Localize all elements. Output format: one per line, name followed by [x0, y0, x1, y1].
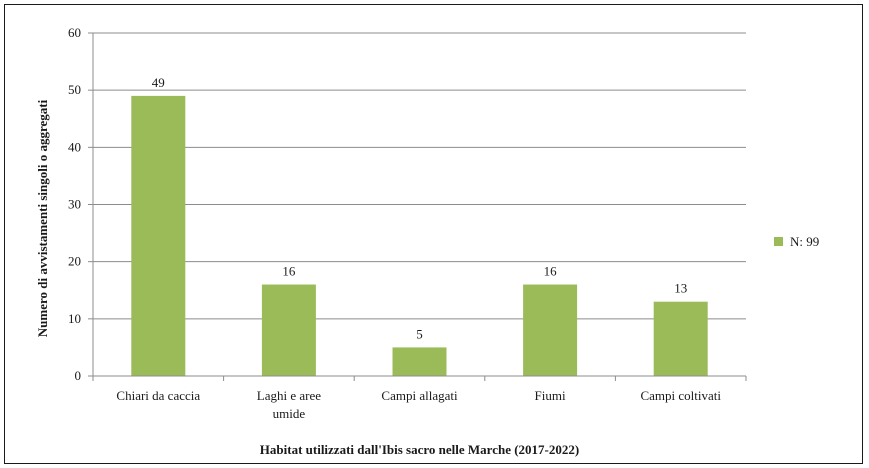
data-label: 13 [674, 281, 687, 296]
x-tick-label: Campi coltivati [640, 388, 721, 403]
bar [131, 96, 185, 376]
chart-frame: 0 10 20 30 40 50 60 49 Chiari da caccia 16 Laghi e… [4, 4, 863, 464]
data-label: 16 [544, 264, 558, 279]
y-tick-label: 20 [68, 254, 81, 269]
data-label: 16 [282, 264, 296, 279]
bar [523, 285, 577, 376]
bar [393, 347, 447, 376]
y-tick-label: 60 [68, 25, 81, 40]
bar [262, 285, 316, 376]
x-tick-label: Fiumi [535, 388, 566, 403]
y-tick-label: 30 [68, 197, 81, 212]
y-tick-label: 10 [68, 311, 81, 326]
x-axis-title: Habitat utilizzati dall'Ibis sacro nelle… [260, 442, 579, 457]
bar-chart: 0 10 20 30 40 50 60 49 Chiari da caccia 16 Laghi e… [5, 5, 862, 463]
x-tick-label: Chiari da caccia [116, 388, 200, 403]
bar [654, 302, 708, 376]
x-tick-label: Campi allagati [381, 388, 458, 403]
legend-swatch [774, 237, 783, 246]
y-tick-label: 40 [68, 139, 81, 154]
legend-label: N: 99 [790, 234, 819, 249]
x-tick-label: Laghi e aree [257, 388, 321, 403]
y-axis-title: Numero di avvistamenti singoli o aggrega… [35, 99, 50, 337]
data-label: 5 [416, 326, 423, 341]
data-label: 49 [152, 75, 165, 90]
y-tick-label: 50 [68, 82, 81, 97]
x-tick-label: umide [273, 406, 306, 421]
y-tick-label: 0 [75, 368, 82, 383]
